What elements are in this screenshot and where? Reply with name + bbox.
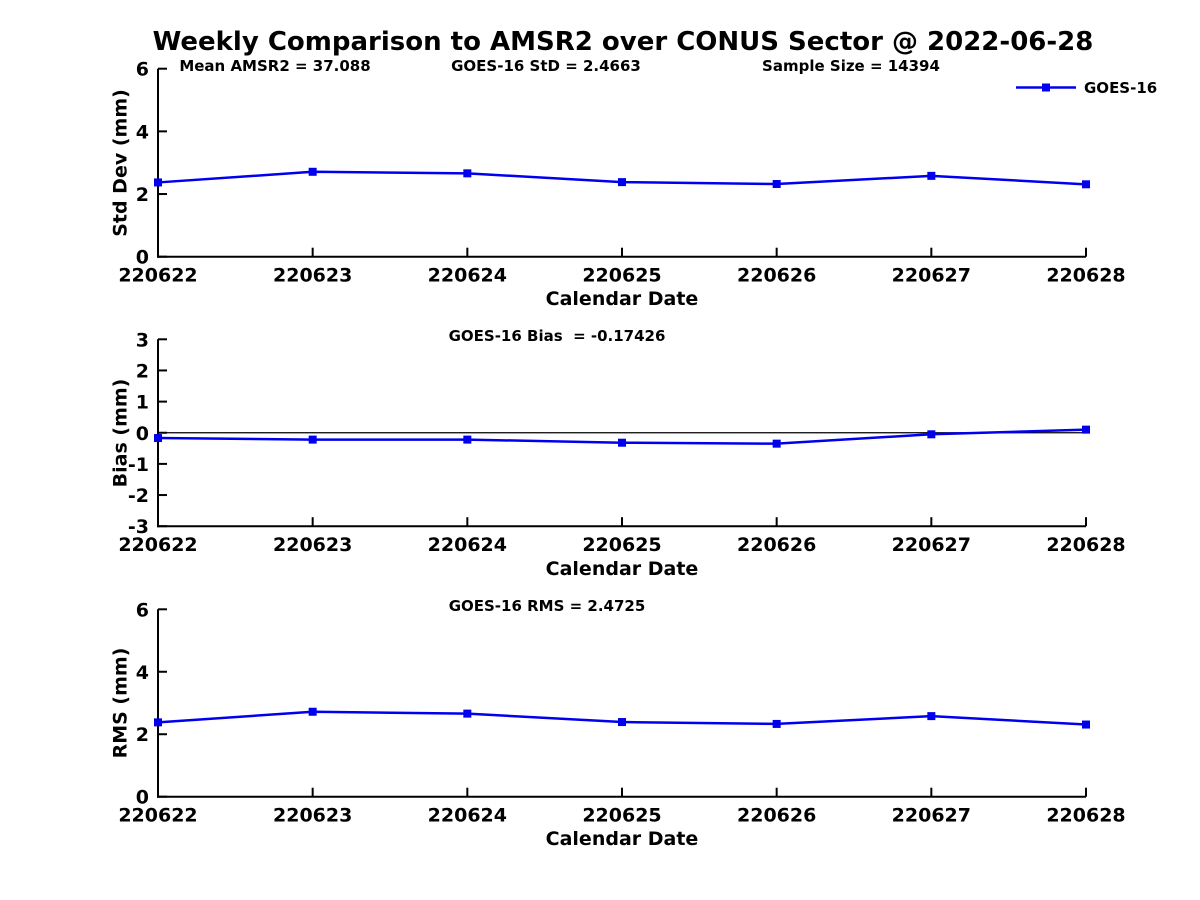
- data-point-marker: [1082, 425, 1090, 434]
- xlabel-calendar-date-3: Calendar Date: [545, 828, 699, 850]
- annotation-mean-amsr2: Mean AMSR2 = 37.088: [179, 57, 371, 75]
- x-tick-label: 220627: [892, 534, 971, 556]
- x-tick-label: 220625: [582, 265, 661, 287]
- x-tick-label: 220624: [428, 805, 507, 827]
- y-tick-label: 6: [136, 59, 149, 81]
- data-point-marker: [154, 718, 162, 727]
- x-tick-label: 220628: [1046, 805, 1125, 827]
- x-tick-label: 220622: [118, 534, 197, 556]
- annotation-goes16-bias: GOES-16 Bias = -0.17426: [448, 327, 666, 345]
- y-tick-label: 2: [136, 184, 149, 206]
- ylabel-bias: Bias (mm): [109, 378, 132, 488]
- annotation-goes16-rms: GOES-16 RMS = 2.4725: [448, 597, 646, 615]
- y-tick-label: -1: [128, 454, 149, 476]
- data-point-marker: [308, 435, 317, 444]
- y-tick-label: 0: [136, 423, 149, 445]
- x-tick-label: 220628: [1046, 265, 1125, 287]
- figure-title: Weekly Comparison to AMSR2 over CONUS Se…: [152, 27, 1094, 57]
- x-tick-label: 220628: [1046, 534, 1125, 556]
- data-point-marker: [463, 169, 472, 178]
- x-tick-label: 220626: [737, 805, 816, 827]
- data-point-marker: [618, 718, 626, 727]
- x-tick-label: 220626: [737, 534, 816, 556]
- data-point-marker: [927, 712, 936, 721]
- annotation-goes16-std: GOES-16 StD = 2.4663: [451, 57, 641, 75]
- y-tick-label: 3: [136, 329, 149, 351]
- data-point-marker: [1082, 180, 1090, 189]
- data-point-marker: [463, 435, 472, 444]
- x-tick-label: 220626: [737, 265, 816, 287]
- y-tick-label: 4: [136, 121, 149, 143]
- y-tick-label: 6: [136, 599, 149, 621]
- ylabel-rms: RMS (mm): [109, 647, 132, 759]
- y-tick-label: 2: [136, 360, 149, 382]
- x-tick-label: 220625: [582, 534, 661, 556]
- x-tick-label: 220624: [428, 265, 507, 287]
- y-tick-label: -3: [128, 516, 149, 538]
- y-tick-label: 2: [136, 724, 149, 746]
- ylabel-std-dev: Std Dev (mm): [109, 89, 132, 237]
- data-point-marker: [154, 434, 162, 443]
- x-tick-label: 220625: [582, 805, 661, 827]
- x-tick-label: 220627: [892, 805, 971, 827]
- xlabel-calendar-date-2: Calendar Date: [545, 558, 699, 580]
- data-point-marker: [308, 167, 317, 176]
- x-tick-label: 220622: [118, 805, 197, 827]
- legend-marker-icon: [1042, 83, 1050, 92]
- x-tick-label: 220623: [273, 534, 352, 556]
- y-tick-label: -2: [128, 485, 149, 507]
- data-point-marker: [618, 178, 626, 187]
- x-tick-label: 220623: [273, 265, 352, 287]
- data-point-marker: [618, 438, 626, 447]
- data-point-marker: [463, 709, 472, 718]
- data-point-marker: [772, 439, 781, 448]
- data-point-marker: [772, 719, 781, 728]
- legend-label: GOES-16: [1084, 79, 1157, 97]
- data-point-marker: [927, 171, 936, 180]
- xlabel-calendar-date-1: Calendar Date: [545, 288, 699, 310]
- x-tick-label: 220624: [428, 534, 507, 556]
- x-tick-label: 220627: [892, 265, 971, 287]
- y-tick-label: 1: [136, 392, 149, 414]
- y-tick-label: 0: [136, 247, 149, 269]
- data-point-marker: [772, 180, 781, 189]
- annotation-sample-size: Sample Size = 14394: [762, 57, 940, 75]
- data-point-marker: [927, 430, 936, 439]
- x-tick-label: 220622: [118, 265, 197, 287]
- y-tick-label: 4: [136, 662, 149, 684]
- data-point-marker: [308, 707, 317, 716]
- data-point-marker: [1082, 720, 1090, 729]
- data-point-marker: [154, 178, 162, 187]
- y-tick-label: 0: [136, 787, 149, 809]
- x-tick-label: 220623: [273, 805, 352, 827]
